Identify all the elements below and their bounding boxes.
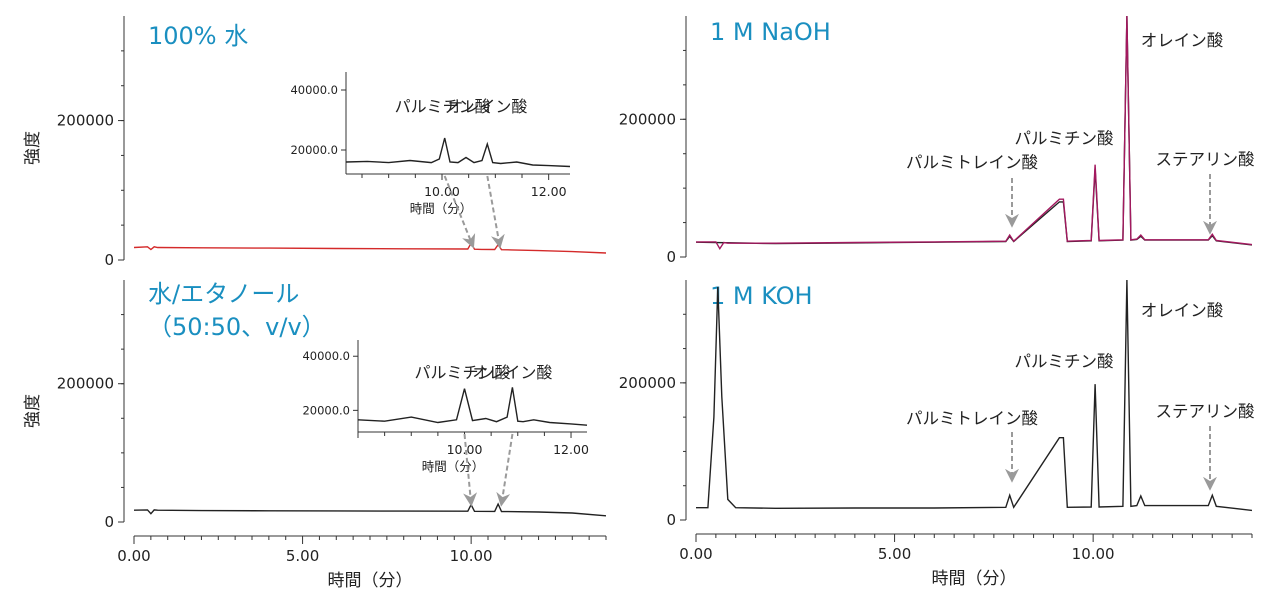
x-tick-label: 0.00: [117, 547, 150, 565]
inset-peak-label: パルミチン酸: [415, 363, 511, 382]
panel-title: （50:50、v/v）: [148, 313, 326, 341]
series-line: [696, 279, 1252, 512]
panel-title: 1 M KOH: [710, 282, 813, 310]
inset-x-axis-label: 時間（分）: [422, 459, 485, 474]
inset-peak-label: オレイン酸: [447, 97, 527, 116]
inset-y-tick-label: 20000.0: [302, 403, 350, 417]
inset-y-tick-label: 40000.0: [302, 349, 350, 363]
y-axis-label: 強度: [23, 394, 43, 428]
annotation-arrow: [463, 433, 478, 507]
series-line: [134, 502, 606, 517]
y-tick-label: 200000: [57, 112, 114, 130]
x-tick-label: 10.00: [450, 547, 493, 565]
panel-title: 100% 水: [148, 22, 248, 50]
y-tick-label: 0: [104, 251, 114, 269]
y-tick-label: 200000: [57, 375, 114, 393]
y-tick-label: 0: [666, 248, 676, 266]
x-tick-label: 10.00: [1072, 545, 1115, 563]
inset-y-tick-label: 40000.0: [290, 83, 338, 97]
peak-label: オレイン酸: [1141, 301, 1224, 320]
x-tick-label: 5.00: [286, 547, 319, 565]
y-tick-label: 0: [104, 513, 114, 531]
peak-label: ステアリン酸: [1156, 402, 1256, 421]
inset-series-line: [357, 387, 588, 426]
inset-peak-label: オレイン酸: [472, 363, 552, 382]
inset-x-tick-label: 12.00: [531, 184, 567, 199]
annotation-arrow: [496, 433, 514, 507]
inset-x-tick-label: 12.00: [553, 442, 589, 457]
chart-panel-1: 0 200000 強度 100% 水 20000.0 40000.0 10.00 12.00 時…: [23, 16, 606, 269]
inset-x-tick-label: 10.00: [424, 184, 460, 199]
series-line: [134, 241, 606, 254]
x-axis-label: 時間（分）: [328, 571, 413, 591]
peak-label: パルミチン酸: [1015, 352, 1115, 371]
peak-label: オレイン酸: [1141, 31, 1224, 50]
chart-panel-4: 0 200000 0.00 5.00 10.00 時間（分） 1 M KOH パルミトレイン酸…: [619, 279, 1256, 589]
series-line: [696, 15, 1252, 251]
y-tick-label: 200000: [619, 110, 676, 128]
inset-x-axis-label: 時間（分）: [410, 201, 473, 216]
peak-label: パルミトレイン酸: [906, 153, 1039, 172]
peak-label: ステアリン酸: [1156, 150, 1256, 169]
inset-y-tick-label: 20000.0: [290, 143, 338, 157]
panel-title: 水/エタノール: [148, 280, 299, 308]
annotation-arrow: [486, 175, 505, 249]
panel-title: 1 M NaOH: [710, 18, 831, 46]
chart-panel-3: 0 200000 0.00 5.00 10.00 時間（分） 強度 水/エタノール （50:50…: [23, 280, 607, 591]
y-axis-label: 強度: [23, 131, 43, 165]
x-tick-label: 5.00: [878, 545, 911, 563]
series-line: [696, 15, 1252, 246]
peak-label: パルミトレイン酸: [906, 409, 1039, 428]
y-tick-label: 0: [666, 511, 676, 529]
inset-peak-label: パルミチン酸: [395, 97, 491, 116]
x-axis-label: 時間（分）: [932, 569, 1017, 589]
peak-label: パルミチン酸: [1015, 129, 1115, 148]
inset-series-line: [345, 137, 571, 168]
inset-x-tick-label: 10.00: [447, 442, 483, 457]
annotation-arrow: [443, 175, 476, 249]
y-tick-label: 200000: [619, 374, 676, 392]
x-tick-label: 0.00: [679, 545, 712, 563]
